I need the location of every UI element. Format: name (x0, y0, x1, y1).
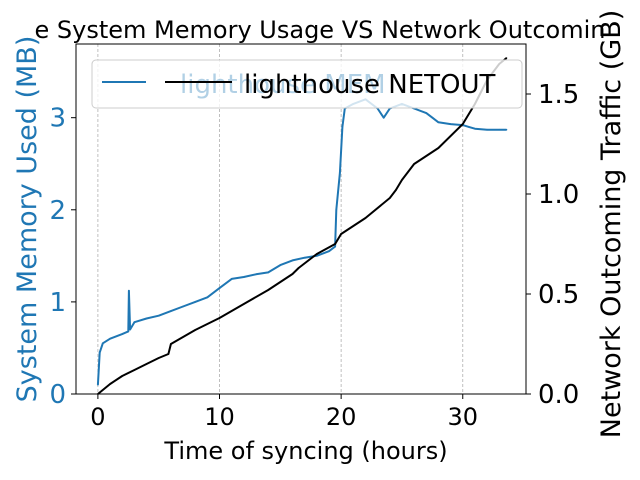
series-mem-point (121, 333, 123, 335)
y-axis-right-label: Network Outcoming Traffic (GB) (596, 10, 627, 438)
chart-title: e System Memory Usage VS Network Outcomi… (35, 16, 606, 44)
series-mem-point (128, 290, 130, 292)
series-netout-point (133, 369, 136, 371)
grid-lines (97, 44, 464, 394)
series-mem-point (194, 301, 196, 303)
series-mem-point (291, 259, 294, 262)
x-tick-label: 20 (326, 403, 357, 431)
y-left-tick-label: 1 (49, 288, 66, 318)
series-netout-point (334, 243, 336, 245)
series-netout-point (267, 289, 270, 291)
axes-frame (75, 43, 527, 395)
series-mem-point (474, 127, 476, 130)
series-netout-point (194, 329, 196, 331)
series-mem-point (267, 271, 270, 274)
series-mem-point (339, 172, 341, 174)
series-mem-point (505, 128, 508, 131)
series-mem-point (335, 209, 338, 211)
series-netout-point (437, 147, 440, 149)
series-mem-point (431, 116, 434, 119)
y-right-tick-label: 1.5 (538, 80, 579, 110)
series-mem-point (206, 296, 209, 299)
series-mem-point (109, 337, 111, 340)
series-mem-point (382, 116, 385, 119)
series-mem-point (102, 342, 104, 345)
series-mem-point (486, 128, 488, 131)
y-right-tick-label: 0.5 (538, 280, 579, 310)
legend-box (91, 59, 523, 109)
y-right-tick-label: 0.0 (538, 380, 579, 410)
series-mem-point (255, 273, 257, 276)
series-mem-point (279, 264, 282, 266)
series-netout-point (505, 57, 508, 59)
x-axis-label: Time of syncing (hours) (163, 437, 447, 465)
y-right-tick-label: 1.0 (538, 180, 579, 210)
legend-netout-label: lighthouse NETOUT (244, 70, 496, 100)
series-netout-point (395, 189, 397, 191)
series-mem-point (98, 351, 101, 354)
series-mem-point (182, 305, 184, 308)
series-mem-point (218, 287, 221, 289)
series-netout-point (218, 317, 221, 319)
x-tick-label: 10 (204, 403, 235, 431)
series-mem-point (341, 126, 344, 128)
series-netout-point (121, 375, 123, 377)
series-mem-point (145, 317, 148, 320)
series-netout-point (340, 233, 342, 235)
series-netout-point (291, 273, 294, 275)
series-mem-point (437, 121, 440, 124)
series-netout-point (145, 363, 148, 365)
series-netout-point (109, 383, 111, 385)
series-netout-point (462, 123, 464, 125)
x-tick-label: 30 (447, 403, 478, 431)
series-netout-point (297, 267, 300, 269)
series-mem-point (157, 314, 160, 317)
series-mem-point (133, 321, 136, 324)
series-netout-line (97, 57, 508, 395)
series-mem-point (243, 276, 245, 278)
series-mem-point (170, 310, 172, 312)
legend-mem-label: lighthouse MEM (180, 70, 386, 100)
series-mem-point (303, 256, 306, 259)
series-mem-point (449, 123, 452, 125)
y-axis-left-label: System Memory Used (MB) (12, 36, 43, 403)
series-mem-point (468, 126, 470, 128)
series-mem-point (328, 250, 330, 252)
legend: lighthouse MEM lighthouse NETOUT (91, 59, 523, 109)
y-left-tick-label: 3 (49, 104, 66, 134)
series-mem-point (127, 330, 130, 333)
series-mem-point (334, 245, 336, 248)
series-netout-point (401, 179, 403, 181)
x-tick-label: 0 (90, 403, 105, 431)
series-netout-point (243, 303, 245, 305)
series-netout-point (170, 343, 172, 345)
series-mem-point (425, 112, 428, 114)
series-netout-point (413, 163, 415, 165)
series-netout-point (364, 217, 367, 219)
y-left-tick-label: 0 (49, 380, 66, 410)
series-netout-point (157, 357, 160, 359)
axis-ticks: 0 10 20 30 0 1 2 3 0.0 0.5 1.0 1.5 (49, 80, 579, 431)
series-netout-point (389, 197, 391, 199)
series-netout-point (316, 253, 318, 255)
series-netout-point (167, 353, 170, 355)
series-mem-point (129, 328, 131, 331)
series-mem-point (97, 384, 99, 386)
series-mem-point (498, 128, 501, 131)
series-mem-point (230, 278, 233, 280)
y-left-tick-label: 2 (49, 196, 66, 226)
